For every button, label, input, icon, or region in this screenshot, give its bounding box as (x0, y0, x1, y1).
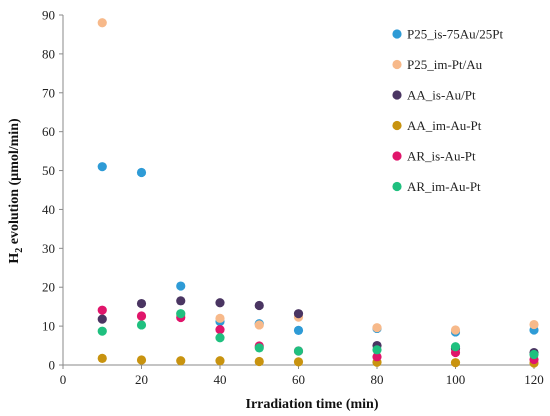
data-point-series-6 (136, 320, 147, 330)
data-point-series-1 (136, 167, 147, 178)
data-point-series-6 (215, 333, 225, 343)
data-point-series-3 (176, 296, 186, 306)
data-point-series-3 (136, 298, 147, 309)
data-point-series-4 (136, 355, 147, 365)
legend-marker (392, 59, 402, 70)
data-point-series-4 (97, 353, 107, 363)
data-point-series-5 (372, 352, 382, 362)
x-ticks: 0 20 40 60 80 100 120 (60, 365, 544, 387)
data-point-series-2 (372, 323, 382, 333)
legend-marker (392, 29, 402, 39)
x-tick-label: 60 (292, 372, 305, 387)
legend-label: AR_im-Au-Pt (407, 179, 481, 194)
y-tick-label: 90 (42, 8, 55, 23)
legend-label: AR_is-Au-Pt (407, 149, 476, 164)
legend-marker (392, 181, 402, 192)
data-point-series-3 (97, 314, 107, 324)
data-point-series-6 (529, 349, 539, 360)
legend-label: AA_is-Au/Pt (407, 88, 476, 103)
data-point-series-2 (215, 313, 225, 323)
legend-label: AA_im-Au-Pt (407, 118, 482, 133)
y-axis-title-post: evolution (µmol/min) (7, 118, 22, 248)
y-tick-label: 40 (42, 202, 55, 217)
x-tick-label: 40 (214, 372, 227, 387)
y-tick-label: 60 (42, 124, 55, 139)
data-point-series-6 (293, 346, 304, 356)
data-point-series-4 (176, 356, 186, 366)
data-points (97, 18, 539, 368)
y-axis-title-pre: H (7, 253, 22, 264)
y-tick-label: 50 (42, 163, 55, 178)
legend-marker (392, 151, 402, 161)
data-point-series-2 (254, 320, 264, 330)
data-point-series-1 (97, 162, 107, 172)
data-point-series-5 (136, 311, 147, 321)
data-point-series-1 (293, 325, 304, 335)
y-tick-label: 80 (42, 46, 55, 61)
legend-label: P25_is-75Au/25Pt (407, 27, 503, 42)
data-point-series-2 (97, 18, 107, 28)
data-point-series-2 (529, 319, 539, 330)
data-point-series-5 (97, 305, 107, 315)
y-axis-title-subscript: 2 (14, 248, 25, 253)
y-tick-label: 70 (42, 85, 55, 100)
x-tick-label: 80 (371, 372, 384, 387)
data-point-series-2 (450, 325, 461, 335)
data-point-series-5 (215, 325, 225, 335)
data-point-series-4 (293, 357, 304, 367)
legend-marker (392, 120, 402, 131)
x-tick-label: 20 (135, 372, 148, 387)
y-axis-title: H2 evolution (µmol/min) (7, 118, 25, 264)
data-point-series-3 (254, 300, 264, 311)
data-point-series-6 (450, 342, 461, 352)
legend-label: P25_im-Pt/Au (407, 57, 483, 72)
x-axis-title: Irradiation time (min) (246, 397, 379, 412)
data-point-series-6 (97, 326, 107, 336)
y-tick-label: 0 (49, 358, 56, 373)
x-tick-label: 100 (446, 372, 466, 387)
data-point-series-3 (293, 309, 304, 319)
y-tick-label: 30 (42, 241, 55, 256)
data-point-series-4 (450, 358, 461, 368)
data-point-series-4 (215, 356, 225, 366)
data-point-series-6 (176, 309, 186, 319)
data-point-series-1 (176, 281, 186, 291)
data-point-series-6 (372, 345, 382, 355)
data-point-series-4 (254, 356, 264, 367)
y-ticks: 0 10 20 30 40 50 60 70 80 90 (42, 8, 63, 373)
data-point-series-6 (254, 343, 264, 353)
x-tick-label: 0 (60, 372, 67, 387)
data-point-series-3 (215, 298, 225, 308)
y-tick-label: 10 (42, 319, 55, 334)
legend: P25_is-75Au/25Pt P25_im-Pt/Au AA_is-Au/Pt A… (392, 27, 503, 194)
x-tick-label: 120 (524, 372, 544, 387)
legend-marker (392, 90, 402, 100)
y-tick-label: 20 (42, 280, 55, 295)
